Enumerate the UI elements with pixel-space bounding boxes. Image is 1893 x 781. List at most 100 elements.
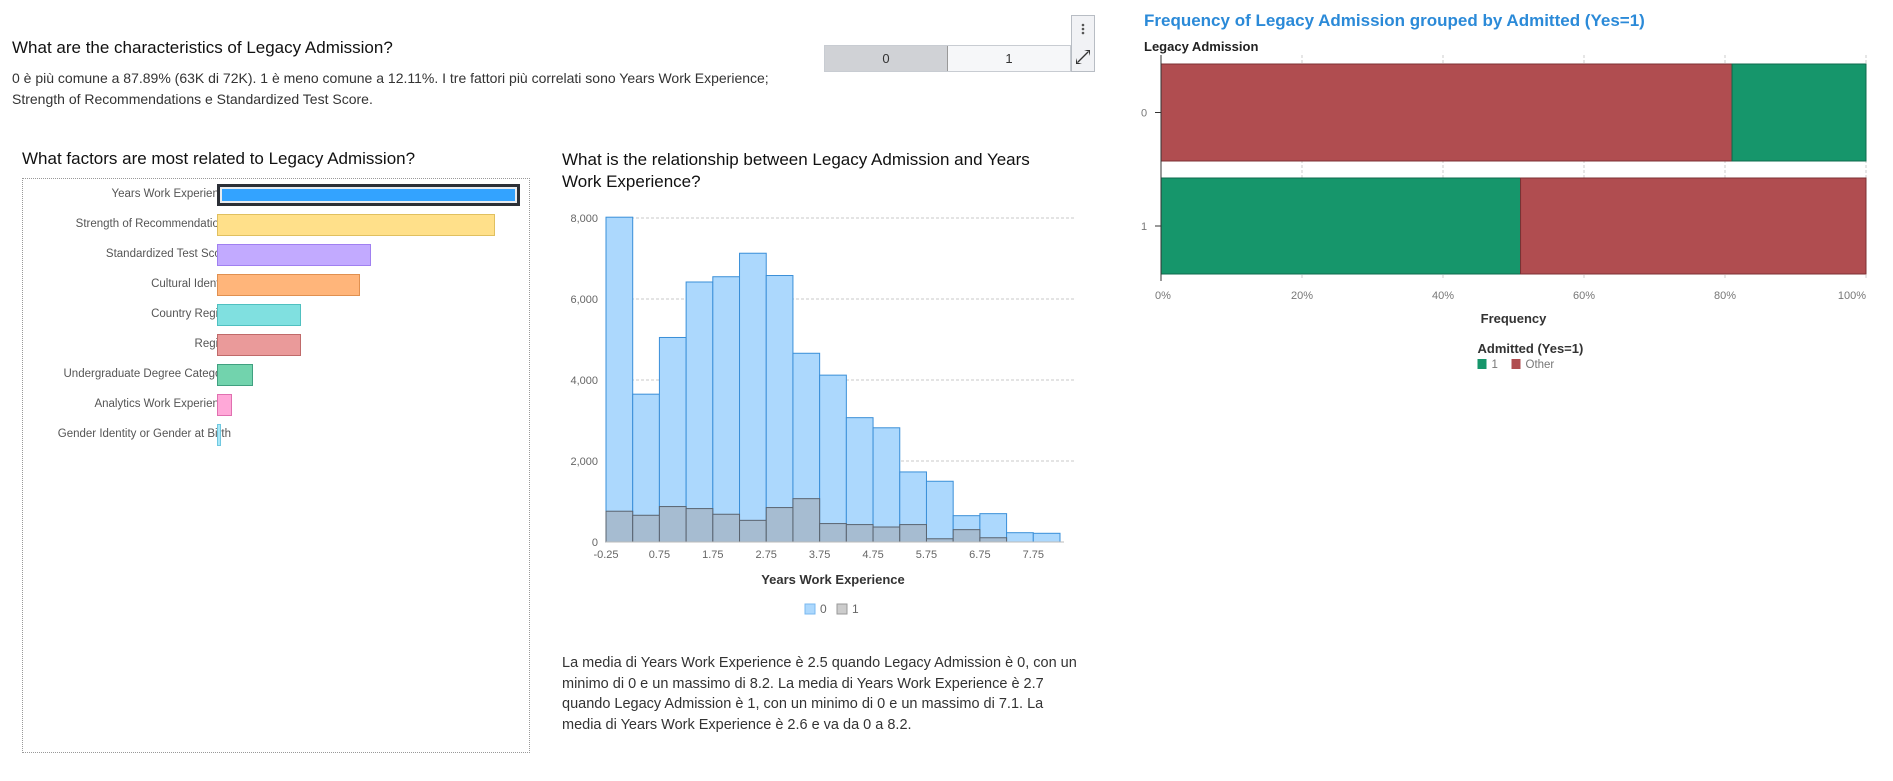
factor-bar[interactable] [217, 364, 254, 386]
histogram-bar-1 [872, 526, 901, 543]
stacked-bar-segment-Other[interactable] [1160, 63, 1733, 162]
factor-bar[interactable] [217, 424, 221, 446]
histogram-bar-1 [632, 514, 660, 543]
legend-title: Admitted (Yes=1) [1478, 341, 1584, 356]
factor-label: Cultural Identity [151, 278, 231, 290]
legend-swatch [836, 603, 848, 615]
factor-bar[interactable] [217, 244, 371, 266]
histogram-bar-1 [819, 523, 847, 543]
y-tick-label: 6,000 [570, 294, 598, 306]
factor-bar[interactable] [217, 334, 301, 356]
x-tick-label: 3.75 [809, 549, 830, 561]
y-tick-label: 1 [1141, 221, 1147, 233]
histogram-bar-1 [739, 519, 767, 543]
histogram-bar-1 [605, 510, 634, 543]
y-tick-label: 0 [1141, 108, 1147, 120]
factor-label: Standardized Test Score [105, 248, 231, 260]
factor-row[interactable]: Country Region [23, 301, 529, 331]
toggle-option-0[interactable]: 0 [825, 46, 948, 71]
y-tick-label: 8,000 [570, 213, 598, 225]
x-tick-label: 7.75 [1023, 549, 1044, 561]
stacked-bar-segment-1[interactable] [1160, 177, 1522, 275]
factor-label: Strength of Recommendations [75, 218, 231, 230]
x-tick-label: 20% [1291, 290, 1313, 302]
histogram-chart: 0 2,000 4,000 6,000 8,000 -0.25 0.75 1.75 2.75 3.… [570, 213, 1074, 616]
histogram-bar-0 [819, 374, 847, 543]
factors-title: What factors are most related to Legacy … [22, 149, 416, 168]
histogram-bar-1 [845, 524, 874, 543]
factor-label: Gender Identity or Gender at Birth [57, 428, 231, 440]
x-tick-label: 100% [1838, 290, 1866, 302]
stacked-bar-segment-1[interactable] [1731, 63, 1867, 162]
histogram-bar-0 [712, 276, 741, 543]
legend-swatch [804, 603, 816, 615]
x-tick-label: 1.75 [702, 549, 723, 561]
y-tick-label: 2,000 [570, 456, 598, 468]
factor-label: Country Region [151, 308, 231, 320]
histogram-bar-0 [845, 417, 874, 543]
vertical-ellipsis-icon[interactable] [1081, 23, 1085, 35]
frequency-chart: 0% 20% 40% 60% 80% 100% 0 1 Frequency Admitted (Y… [1141, 55, 1867, 371]
x-tick-label: 60% [1573, 290, 1595, 302]
x-tick-label: 80% [1714, 290, 1736, 302]
x-tick-label: 4.75 [862, 549, 883, 561]
histogram-bar-1 [899, 524, 927, 543]
factor-row[interactable]: Cultural Identity [23, 271, 529, 301]
histogram-bar-0 [605, 216, 634, 543]
histogram-bar-1 [658, 506, 687, 543]
factor-bar[interactable] [217, 184, 520, 206]
frequency-y-label: Legacy Admission [1144, 39, 1259, 54]
expand-arrows-icon[interactable] [1076, 50, 1090, 64]
histogram-bar-0 [1032, 532, 1061, 543]
factor-bar[interactable] [217, 214, 495, 236]
factor-label: Undergraduate Degree Category [63, 368, 232, 380]
histogram-bar-0 [739, 252, 767, 543]
y-tick-label: 0 [592, 537, 598, 549]
x-tick-label: 2.75 [756, 549, 777, 561]
x-tick-label: -0.25 [593, 549, 618, 561]
y-tick-label: 4,000 [570, 375, 598, 387]
factor-row[interactable]: Undergraduate Degree Category [23, 361, 529, 391]
histogram-bar-0 [765, 275, 794, 543]
legend-label: 0 [820, 602, 827, 616]
x-tick-label: 40% [1432, 290, 1454, 302]
summary-title: What are the characteristics of Legacy A… [12, 38, 393, 57]
factor-row[interactable]: Years Work Experience [23, 181, 529, 211]
histogram-bar-1 [685, 508, 714, 543]
histogram-bar-0 [685, 281, 714, 543]
histogram-bar-1 [765, 507, 794, 543]
legacy-toggle: 0 1 [824, 45, 1071, 72]
legend-swatch [1477, 359, 1487, 369]
histogram-bar-0 [925, 480, 954, 543]
histogram-bar-1 [712, 513, 741, 543]
factors-chart: Years Work Experience Strength of Recomme… [22, 178, 530, 753]
factor-bar[interactable] [217, 304, 301, 326]
histogram-bar-0 [872, 427, 901, 543]
histogram-bar-1 [952, 529, 981, 543]
legend-label: Other [1526, 359, 1555, 371]
legend-label: 1 [852, 602, 859, 616]
histogram-bar-0 [1006, 532, 1034, 543]
toggle-option-1[interactable]: 1 [948, 46, 1070, 71]
histogram-title: What is the relationship between Legacy … [562, 150, 1030, 191]
histogram-bar-1 [979, 537, 1008, 543]
legend-label: 1 [1492, 359, 1498, 371]
factor-row[interactable]: Strength of Recommendations [23, 211, 529, 241]
frequency-title: Frequency of Legacy Admission grouped by… [1144, 11, 1645, 30]
stacked-bar-segment-Other[interactable] [1520, 177, 1867, 275]
histogram-description: La media di Years Work Experience è 2.5 … [562, 655, 1077, 733]
factor-row[interactable]: Analytics Work Experience [23, 391, 529, 421]
x-tick-label: 6.75 [969, 549, 990, 561]
x-axis-label: Years Work Experience [761, 572, 905, 587]
factor-row[interactable]: Standardized Test Score [23, 241, 529, 271]
factor-bar[interactable] [217, 274, 361, 296]
factor-row[interactable]: Region [23, 331, 529, 361]
x-tick-label: 0.75 [649, 549, 670, 561]
summary-text: 0 è più comune a 87.89% (63K di 72K). 1 … [12, 70, 769, 107]
factor-bar[interactable] [217, 394, 232, 416]
x-tick-label: 0% [1155, 290, 1171, 302]
x-tick-label: 5.75 [916, 549, 937, 561]
factor-row[interactable]: Gender Identity or Gender at Birth [23, 421, 529, 451]
factor-label: Analytics Work Experience [94, 398, 231, 410]
histogram-bar-1 [792, 498, 821, 543]
